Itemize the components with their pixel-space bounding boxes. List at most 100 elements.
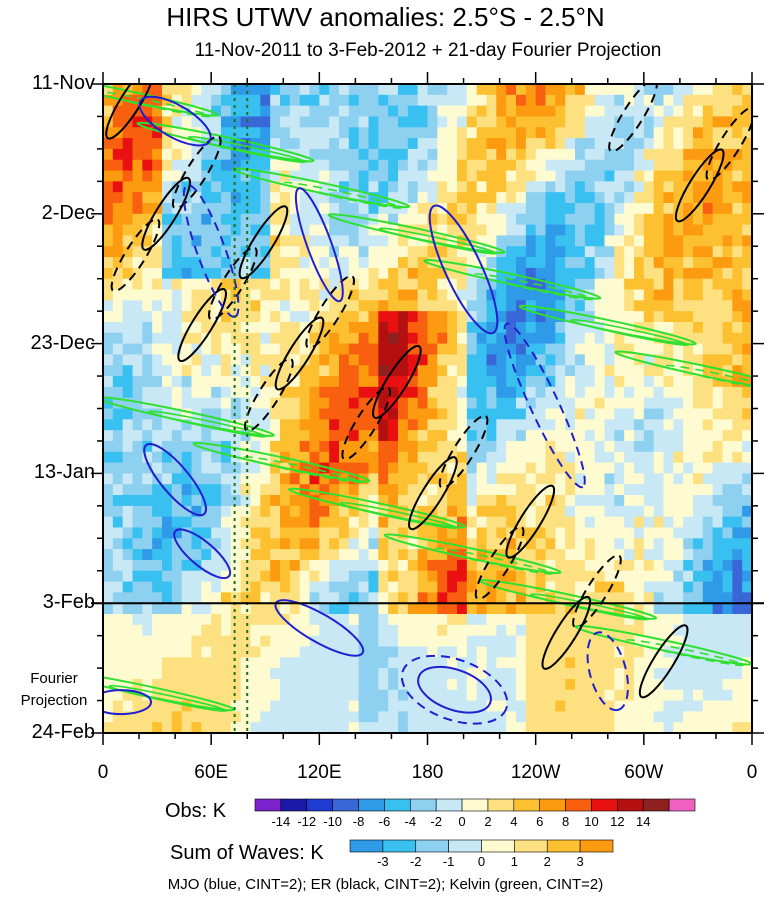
heatmap-cell (447, 430, 458, 442)
heatmap-cell (555, 430, 566, 442)
heatmap-cell (417, 689, 429, 702)
heatmap-cell (132, 257, 143, 269)
heatmap-cell (575, 495, 586, 507)
heatmap-cell (417, 657, 429, 669)
heatmap-cell (565, 451, 576, 464)
heatmap-cell (181, 127, 193, 139)
heatmap-cell (575, 635, 586, 648)
heatmap-cell (250, 159, 261, 172)
heatmap-cell (506, 722, 517, 733)
heatmap-cell (496, 397, 507, 410)
heatmap-cell (525, 527, 537, 539)
heatmap-cell (211, 386, 222, 399)
heatmap-cell (299, 267, 311, 280)
heatmap-cell (270, 365, 281, 377)
heatmap-cell (348, 202, 360, 215)
heatmap-cell (181, 516, 193, 529)
heatmap-cell (486, 116, 497, 128)
heatmap-cell (496, 386, 507, 399)
heatmap-cell (466, 711, 478, 723)
heatmap-cell (663, 484, 674, 496)
heatmap-cell (289, 689, 301, 702)
heatmap-cell (476, 84, 488, 96)
heatmap-cell (604, 159, 615, 172)
heatmap-cell (555, 94, 566, 107)
heatmap-cell (584, 624, 596, 637)
heatmap-cell (171, 657, 183, 669)
heatmap-cell (191, 300, 202, 312)
heatmap-cell (525, 181, 537, 193)
heatmap-cell (742, 202, 752, 215)
heatmap-cell (388, 484, 399, 496)
heatmap-cell (103, 148, 114, 161)
heatmap-cell (722, 235, 733, 247)
heatmap-cell (280, 332, 291, 345)
heatmap-cell (525, 246, 537, 258)
heatmap-cell (270, 440, 281, 453)
heatmap-cell (466, 440, 478, 453)
heatmap-cell (171, 159, 183, 172)
heatmap-cell (250, 289, 261, 301)
heatmap-cell (417, 505, 429, 518)
heatmap-cell (614, 311, 625, 323)
heatmap-cell (555, 332, 566, 345)
heatmap-cell (319, 440, 330, 453)
heatmap-cell (594, 376, 606, 388)
heatmap-cell (683, 538, 694, 550)
heatmap-cell (398, 332, 409, 345)
heatmap-cell (378, 419, 389, 431)
heatmap-cell (240, 159, 252, 172)
heatmap-cell (683, 332, 694, 345)
heatmap-cell (339, 116, 350, 128)
heatmap-cell (221, 386, 232, 399)
heatmap-cell (634, 84, 645, 96)
heatmap-cell (476, 365, 488, 377)
heatmap-cell (427, 592, 438, 604)
heatmap-cell (545, 365, 556, 377)
heatmap-cell (427, 678, 438, 691)
heatmap-cell (427, 116, 438, 128)
heatmap-cell (417, 559, 429, 572)
heatmap-cell (506, 365, 517, 377)
heatmap-cell (299, 224, 311, 237)
heatmap-cell (693, 408, 704, 420)
heatmap-cell (260, 700, 271, 712)
heatmap-cell (260, 224, 271, 237)
heatmap-cell (712, 473, 724, 485)
heatmap-cell (624, 105, 635, 118)
heatmap-cell (476, 105, 488, 118)
heatmap-cell (398, 646, 409, 658)
heatmap-cell (643, 311, 655, 323)
heatmap-cell (319, 116, 330, 128)
heatmap-cell (466, 354, 478, 366)
heatmap-cell (299, 668, 311, 680)
heatmap-cell (378, 278, 389, 291)
heatmap-cell (437, 527, 448, 539)
heatmap-cell (732, 581, 743, 593)
heatmap-cell (702, 581, 714, 593)
heatmap-cell (388, 94, 399, 107)
heatmap-cell (289, 484, 301, 496)
heatmap-cell (260, 332, 271, 345)
heatmap-cell (339, 235, 350, 247)
heatmap-cell (417, 159, 429, 172)
heatmap-cell (742, 321, 752, 334)
heatmap-cell (673, 484, 684, 496)
er-contour (171, 135, 222, 210)
heatmap-cell (103, 181, 114, 193)
heatmap-cell (575, 365, 586, 377)
heatmap-cell (162, 505, 173, 518)
heatmap-cell (142, 700, 153, 712)
heatmap-cell (132, 181, 143, 193)
heatmap-cell (319, 192, 330, 204)
heatmap-cell (152, 105, 163, 118)
heatmap-cell (466, 592, 478, 604)
heatmap-cell (447, 267, 458, 280)
heatmap-cell (555, 635, 566, 648)
heatmap-cell (742, 246, 752, 258)
heatmap-cell (250, 181, 261, 193)
heatmap-cell (742, 527, 752, 539)
heatmap-cell (535, 527, 547, 539)
heatmap-cell (555, 84, 566, 96)
heatmap-cell (201, 311, 212, 323)
